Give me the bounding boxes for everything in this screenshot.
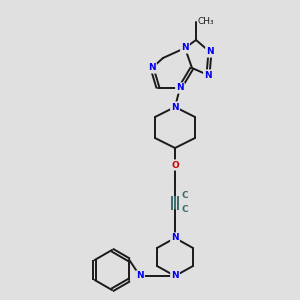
Text: N: N bbox=[171, 272, 179, 280]
Text: N: N bbox=[206, 47, 214, 56]
Text: N: N bbox=[148, 64, 156, 73]
Text: C: C bbox=[182, 206, 189, 214]
Text: C: C bbox=[182, 191, 189, 200]
Text: O: O bbox=[171, 160, 179, 169]
Text: N: N bbox=[176, 83, 184, 92]
Text: CH₃: CH₃ bbox=[198, 17, 214, 26]
Text: N: N bbox=[171, 103, 179, 112]
Text: N: N bbox=[204, 70, 212, 80]
Text: N: N bbox=[181, 44, 189, 52]
Text: N: N bbox=[136, 272, 144, 280]
Text: N: N bbox=[171, 233, 179, 242]
